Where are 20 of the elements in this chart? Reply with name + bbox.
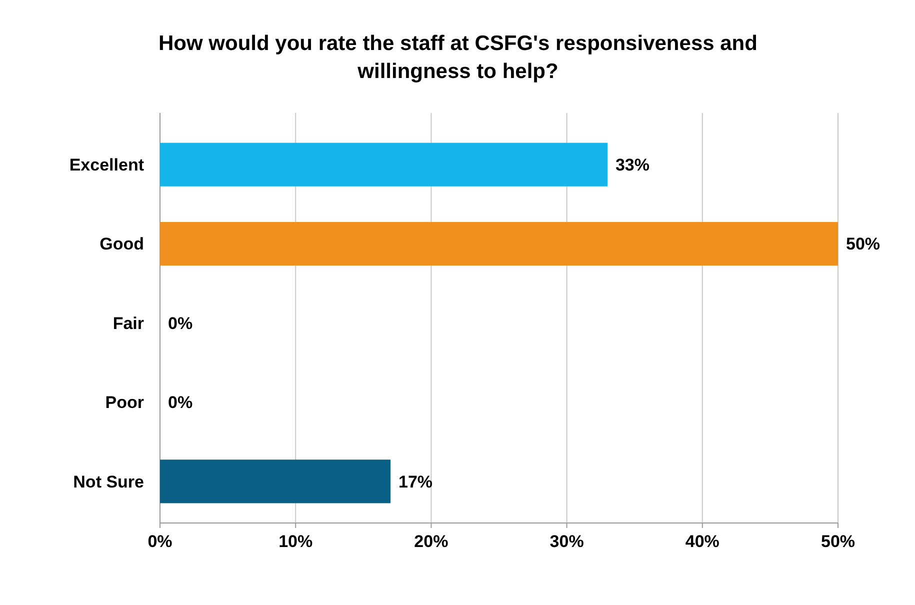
y-tick-label: Not Sure: [73, 472, 144, 492]
x-tick-label: 0%: [148, 532, 172, 551]
y-tick-label: Good: [100, 234, 144, 254]
data-label: 33%: [615, 156, 650, 175]
data-label: 0%: [168, 314, 193, 333]
x-tick-label: 10%: [278, 532, 313, 551]
bar: [160, 142, 608, 186]
data-label: 0%: [168, 393, 193, 412]
bar: [160, 222, 838, 266]
y-tick-label: Excellent: [69, 156, 144, 175]
bar: [160, 460, 391, 504]
x-tick-label: 20%: [414, 532, 448, 551]
x-tick-label: 50%: [820, 532, 856, 551]
chart-title: How would you rate the staff at CSFG's responsiveness and willingness to help?: [158, 32, 758, 83]
y-tick-label: Fair: [112, 314, 144, 333]
data-label: 17%: [398, 472, 433, 492]
x-tick-label: 40%: [685, 532, 720, 551]
data-label: 50%: [846, 234, 880, 254]
y-tick-label: Poor: [105, 393, 144, 412]
x-tick-label: 30%: [550, 532, 584, 551]
